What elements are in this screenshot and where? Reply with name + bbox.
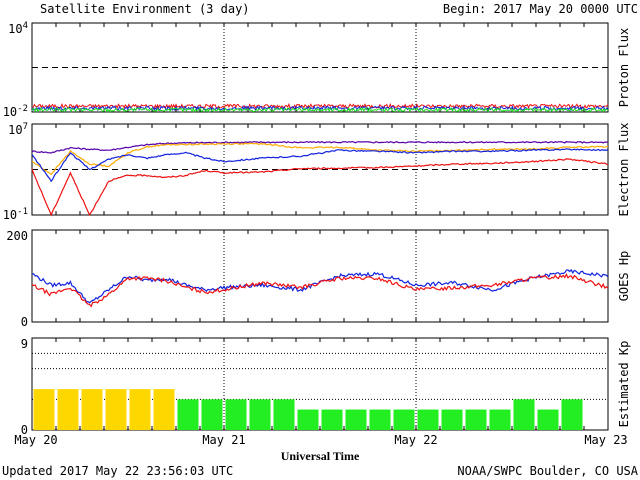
y-tick-label: 107 bbox=[8, 122, 28, 137]
y-tick-label: 0 bbox=[21, 423, 28, 437]
kp-bar bbox=[297, 409, 319, 430]
series-line-blue bbox=[31, 148, 609, 183]
series-line-red bbox=[31, 158, 609, 217]
kp-bar bbox=[489, 409, 511, 430]
y-tick-label: 0 bbox=[21, 315, 28, 329]
panels: 104 10-2 Proton Flux 107 10-1 Electron Flux 20… bbox=[3, 21, 631, 437]
y-tick-label: 200 bbox=[6, 229, 28, 243]
x-tick-label: May 20 bbox=[14, 433, 57, 447]
y-axis-label: Estimated Kp bbox=[617, 341, 631, 428]
kp-bar bbox=[273, 399, 295, 430]
kp-bar bbox=[321, 409, 343, 430]
kp-bar bbox=[465, 409, 487, 430]
source-credit: NOAA/SWPC Boulder, CO USA bbox=[457, 464, 638, 478]
kp-bar bbox=[177, 399, 199, 430]
panel-frame bbox=[31, 229, 609, 323]
kp-bar bbox=[561, 399, 583, 430]
panel-frame bbox=[31, 22, 609, 113]
kp-bar bbox=[249, 399, 271, 430]
series-line-red bbox=[31, 273, 609, 308]
kp-bar bbox=[417, 409, 439, 430]
series-line-red bbox=[31, 102, 609, 110]
begin-date: Begin: 2017 May 20 0000 UTC bbox=[443, 2, 638, 16]
kp-bar bbox=[369, 409, 391, 430]
kp-bar bbox=[225, 399, 247, 430]
series-line-green bbox=[31, 106, 609, 113]
kp-bar bbox=[441, 409, 463, 430]
y-tick-label: 10-2 bbox=[3, 104, 28, 119]
kp-bar bbox=[393, 409, 415, 430]
x-axis-label: Universal Time bbox=[281, 449, 360, 463]
kp-bar bbox=[513, 399, 535, 430]
kp-bar bbox=[201, 399, 223, 430]
kp-bar bbox=[105, 389, 127, 430]
y-axis-label: Electron Flux bbox=[617, 123, 631, 217]
y-axis-label: GOES Hp bbox=[617, 251, 631, 302]
series-line-orange bbox=[31, 142, 609, 176]
kp-bar bbox=[153, 389, 175, 430]
kp-bar bbox=[57, 389, 79, 430]
x-tick-label: May 21 bbox=[202, 433, 245, 447]
series-line-purple bbox=[31, 140, 609, 154]
y-tick-label: 9 bbox=[21, 337, 28, 351]
y-axis-label: Proton Flux bbox=[617, 28, 631, 107]
kp-bar bbox=[129, 389, 151, 430]
kp-bar bbox=[345, 409, 367, 430]
x-tick-label: May 23 bbox=[584, 433, 627, 447]
updated-timestamp: Updated 2017 May 22 23:56:03 UTC bbox=[2, 464, 233, 478]
chart-title: Satellite Environment (3 day) bbox=[40, 2, 250, 16]
kp-bar bbox=[33, 389, 55, 430]
kp-bar bbox=[81, 389, 103, 430]
y-tick-label: 10-1 bbox=[3, 207, 28, 222]
kp-bar bbox=[537, 409, 559, 430]
series-line-blue bbox=[31, 105, 609, 112]
y-tick-label: 104 bbox=[8, 21, 28, 36]
x-tick-label: May 22 bbox=[394, 433, 437, 447]
